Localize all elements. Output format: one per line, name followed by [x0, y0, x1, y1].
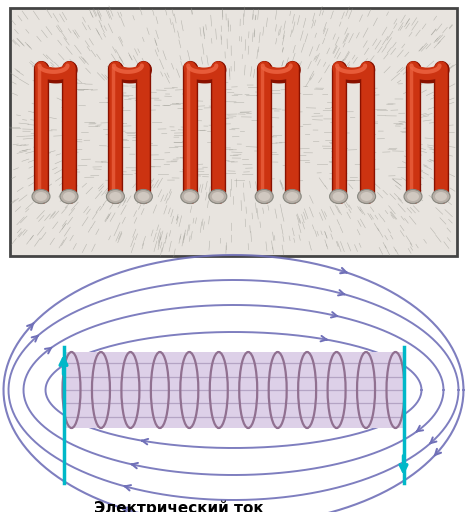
- Ellipse shape: [330, 189, 347, 203]
- Ellipse shape: [404, 189, 422, 203]
- Ellipse shape: [181, 189, 199, 203]
- Ellipse shape: [258, 192, 270, 201]
- Ellipse shape: [63, 192, 75, 201]
- Ellipse shape: [106, 189, 124, 203]
- Ellipse shape: [32, 189, 50, 203]
- Ellipse shape: [432, 189, 450, 203]
- Ellipse shape: [286, 192, 298, 201]
- Ellipse shape: [333, 192, 345, 201]
- Ellipse shape: [283, 189, 301, 203]
- Ellipse shape: [137, 192, 149, 201]
- Ellipse shape: [134, 189, 152, 203]
- Ellipse shape: [184, 192, 196, 201]
- Text: Электрический ток: Электрический ток: [93, 501, 263, 512]
- Bar: [10, 8, 457, 256]
- Ellipse shape: [109, 192, 121, 201]
- Ellipse shape: [212, 192, 224, 201]
- Ellipse shape: [255, 189, 273, 203]
- Ellipse shape: [435, 192, 447, 201]
- Ellipse shape: [361, 192, 373, 201]
- Ellipse shape: [358, 189, 375, 203]
- Ellipse shape: [407, 192, 419, 201]
- Bar: [64, 352, 403, 428]
- Ellipse shape: [209, 189, 227, 203]
- Ellipse shape: [35, 192, 47, 201]
- Ellipse shape: [60, 189, 78, 203]
